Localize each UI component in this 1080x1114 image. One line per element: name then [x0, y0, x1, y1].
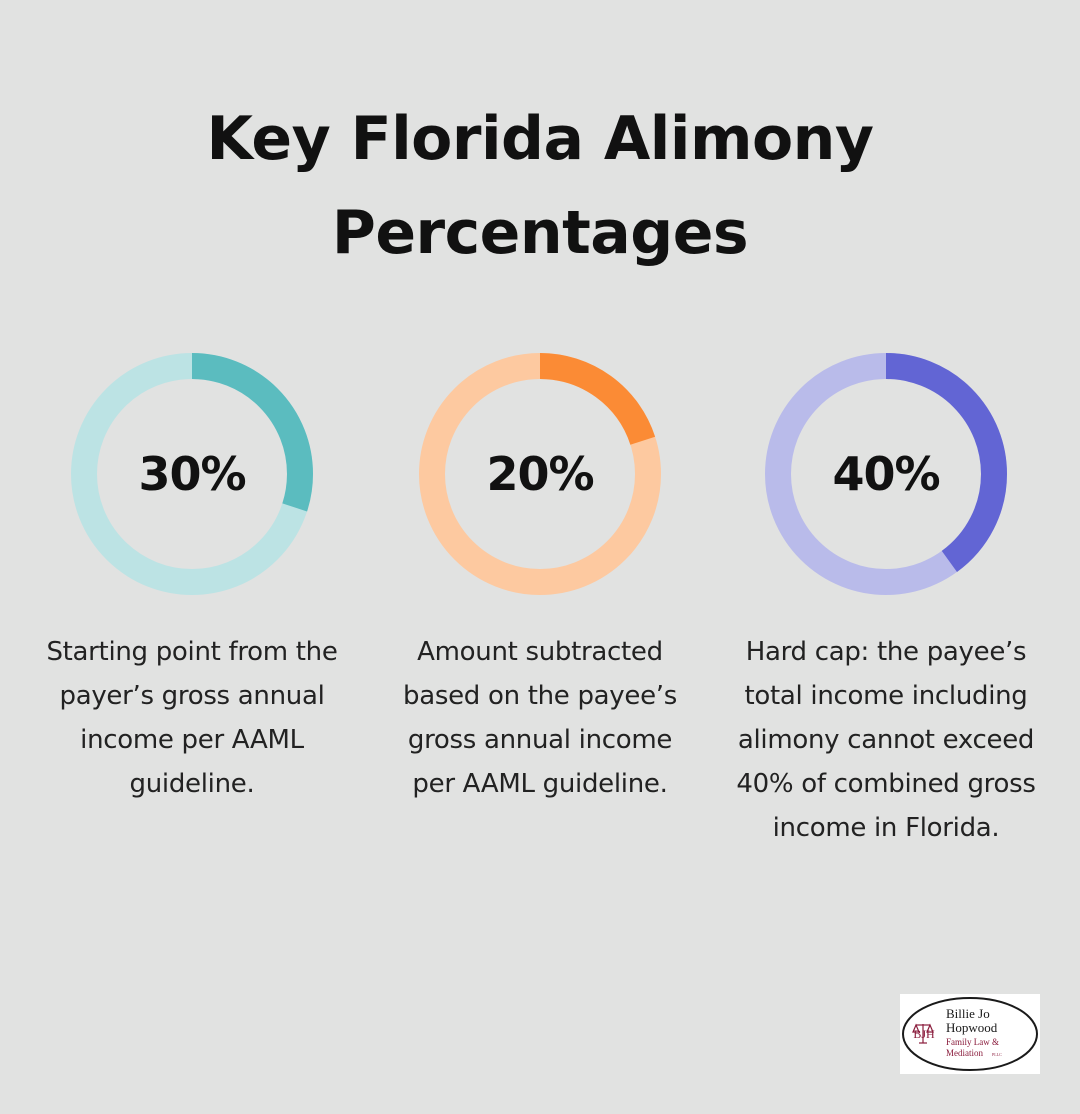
logo-tagline-line1: Family Law & [946, 1037, 999, 1047]
donut-chart-3: 40% [764, 352, 1008, 596]
percentage-label-3: 40% [832, 447, 940, 501]
logo-name-line2: Hopwood [946, 1020, 998, 1035]
logo-monogram: BJH [913, 1027, 935, 1041]
donut-chart-1: 30% [70, 352, 314, 596]
percentage-label-1: 30% [138, 447, 246, 501]
logo-suffix: PLLC [992, 1052, 1002, 1057]
donut-chart-2: 20% [418, 352, 662, 596]
stat-card-2: 20% Amount subtracted based on the payee… [390, 352, 690, 806]
firm-logo-svg: BJH Billie Jo Hopwood Family Law & Media… [902, 997, 1038, 1071]
donut-segment-3 [765, 353, 1007, 595]
logo-name-line1: Billie Jo [946, 1006, 990, 1021]
logo-tagline-line2: Mediation [946, 1048, 983, 1058]
donut-segment-1 [71, 353, 313, 595]
stat-card-3: 40% Hard cap: the payee’s total income i… [736, 352, 1036, 850]
stat-description-2: Amount subtracted based on the payee’s g… [403, 637, 677, 799]
donut-svg-2 [419, 353, 661, 595]
donut-svg-1 [71, 353, 313, 595]
stat-description-1: Starting point from the payer’s gross an… [46, 637, 338, 799]
firm-logo: BJH Billie Jo Hopwood Family Law & Media… [900, 994, 1040, 1074]
stat-description-3: Hard cap: the payee’s total income inclu… [736, 637, 1036, 843]
donut-svg-3 [765, 353, 1007, 595]
stat-card-1: 30% Starting point from the payer’s gros… [42, 352, 342, 806]
logo-oval [902, 997, 1038, 1071]
page-title: Key Florida Alimony Percentages [206, 104, 874, 268]
scales-of-justice-icon [912, 1023, 934, 1044]
percentage-label-2: 20% [486, 447, 594, 501]
donut-segment-2 [419, 353, 661, 595]
